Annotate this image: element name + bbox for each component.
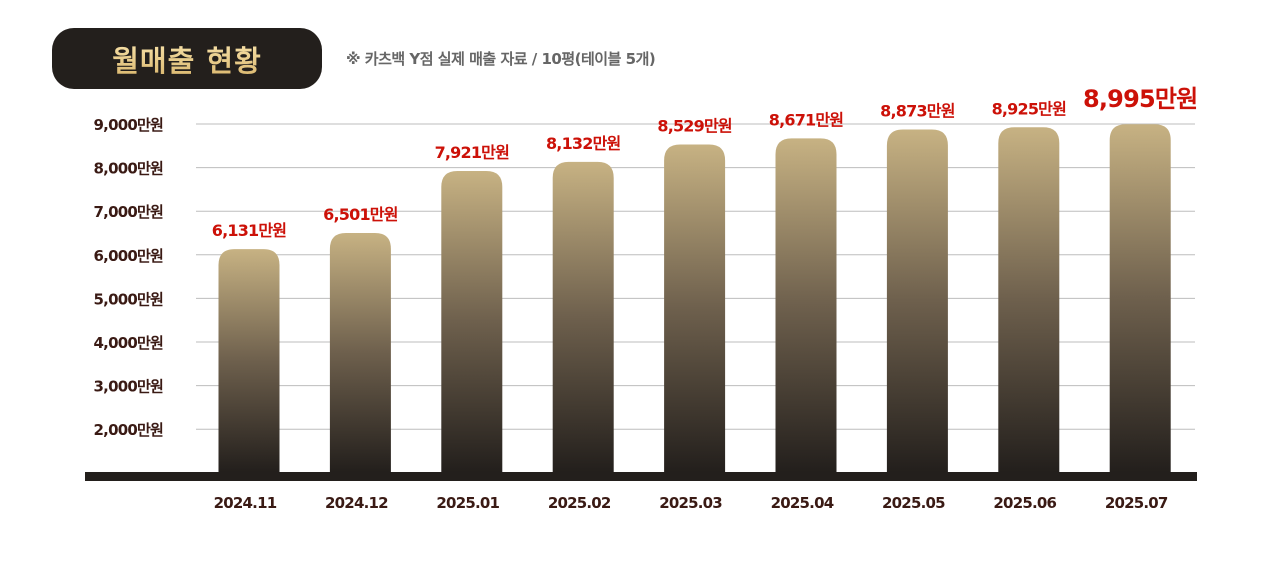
x-tick-label: 2025.05: [882, 494, 945, 512]
source-note: ※ 카츠백 Y점 실제 매출 자료 / 10평(테이블 5개): [346, 50, 656, 68]
data-label: 8,873만원: [880, 102, 955, 121]
bar: [886, 129, 948, 472]
data-label: 8,925만원: [992, 99, 1067, 118]
bar: [998, 127, 1060, 473]
y-tick-label: 4,000만원: [94, 334, 163, 352]
baseline-axis: [85, 472, 1197, 481]
data-label: 7,921만원: [435, 143, 510, 162]
y-tick-label: 2,000만원: [94, 421, 163, 439]
bar: [664, 144, 726, 473]
x-tick-label: 2025.07: [1105, 494, 1168, 512]
y-tick-label: 8,000만원: [94, 160, 163, 178]
bar: [775, 138, 837, 472]
data-label: 8,995만원: [1083, 85, 1197, 113]
bar: [218, 249, 280, 472]
y-tick-label: 6,000만원: [94, 247, 163, 265]
data-label: 8,529만원: [657, 117, 732, 136]
x-tick-label: 2025.06: [993, 494, 1056, 512]
x-tick-label: 2024.12: [325, 494, 388, 512]
y-tick-label: 9,000만원: [94, 116, 163, 134]
x-tick-label: 2025.04: [771, 494, 834, 512]
data-label: 8,671만원: [769, 110, 844, 129]
bar: [1109, 124, 1171, 472]
x-tick-label: 2025.02: [548, 494, 611, 512]
y-tick-label: 3,000만원: [94, 378, 163, 396]
data-label: 8,132만원: [546, 134, 621, 153]
bar: [441, 171, 503, 472]
x-tick-label: 2025.01: [436, 494, 499, 512]
page-title: 월매출 현황: [112, 38, 262, 80]
y-tick-label: 7,000만원: [94, 203, 163, 221]
data-label: 6,131만원: [212, 221, 287, 240]
title-badge: 월매출 현황: [52, 28, 322, 89]
data-label: 6,501만원: [323, 205, 398, 224]
x-tick-label: 2025.03: [659, 494, 722, 512]
x-tick-label: 2024.11: [214, 494, 277, 512]
y-tick-label: 5,000만원: [94, 290, 163, 308]
bar: [552, 161, 614, 473]
bar: [329, 232, 391, 472]
